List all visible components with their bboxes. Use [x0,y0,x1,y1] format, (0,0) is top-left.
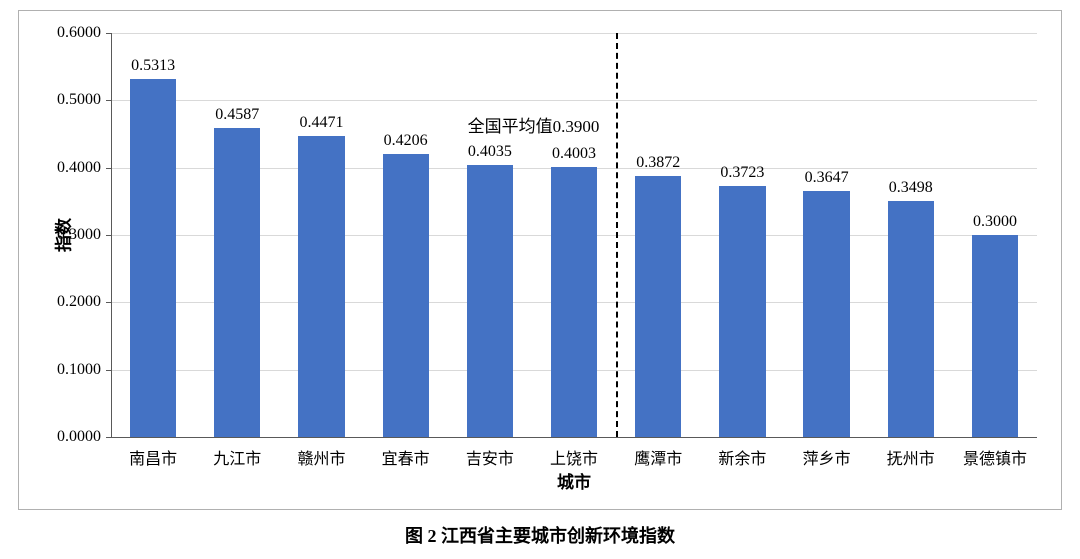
x-tick-label: 萍乡市 [803,445,851,469]
x-tick-label: 抚州市 [887,445,935,469]
y-tick [106,33,111,34]
bar: 0.4003 [551,167,597,437]
y-tick-label: 0.6000 [57,24,101,42]
y-tick [106,100,111,101]
bar-value-label: 0.4206 [384,132,428,150]
bar-value-label: 0.5313 [131,57,175,75]
gridline [111,437,1037,438]
y-tick [106,235,111,236]
bar-slot: 0.3872鹰潭市 [616,33,700,437]
bar: 0.3647 [803,191,849,437]
y-tick-label: 0.5000 [57,91,101,109]
bar-slot: 0.5313南昌市 [111,33,195,437]
bar: 0.4471 [298,136,344,437]
bar-slot: 0.3000景德镇市 [953,33,1037,437]
chart-border: 指数 0.5313南昌市0.4587九江市0.4471赣州市0.4206宜春市0… [18,10,1062,510]
reference-line [616,33,618,437]
y-tick-label: 0.1000 [57,361,101,379]
bar-slot: 0.3723新余市 [700,33,784,437]
bar-value-label: 0.4003 [552,145,596,163]
bar: 0.3498 [888,201,934,437]
bar: 0.4587 [214,128,260,437]
bar: 0.4206 [383,154,429,437]
bar-value-label: 0.3872 [636,154,680,172]
chart-wrapper: 指数 0.5313南昌市0.4587九江市0.4471赣州市0.4206宜春市0… [0,0,1080,559]
x-tick-label: 九江市 [213,445,261,469]
y-tick-label: 0.2000 [57,293,101,311]
bar-value-label: 0.3000 [973,213,1017,231]
y-tick [106,437,111,438]
bar-value-label: 0.4471 [299,114,343,132]
y-tick [106,168,111,169]
bar-slot: 0.3647萍乡市 [785,33,869,437]
y-tick-label: 0.4000 [57,159,101,177]
bar-value-label: 0.4587 [215,106,259,124]
x-tick-label: 南昌市 [129,445,177,469]
x-tick-label: 赣州市 [297,445,345,469]
bar-slot: 0.4471赣州市 [279,33,363,437]
y-tick-label: 0.0000 [57,428,101,446]
plot: 0.5313南昌市0.4587九江市0.4471赣州市0.4206宜春市0.40… [111,33,1037,437]
x-tick-label: 上饶市 [550,445,598,469]
bar-value-label: 0.3498 [889,179,933,197]
bar-value-label: 0.3723 [720,164,764,182]
x-tick-label: 景德镇市 [963,445,1027,469]
bar: 0.3723 [719,186,765,437]
bar-slot: 0.3498抚州市 [869,33,953,437]
x-tick-label: 鹰潭市 [634,445,682,469]
x-axis-title: 城市 [557,468,591,493]
x-tick-label: 吉安市 [466,445,514,469]
chart-caption: 图 2 江西省主要城市创新环境指数 [18,522,1062,548]
plot-area: 指数 0.5313南昌市0.4587九江市0.4471赣州市0.4206宜春市0… [111,33,1037,437]
bar: 0.5313 [130,79,176,437]
bar-slot: 0.4035吉安市 [448,33,532,437]
bar: 0.3872 [635,176,681,437]
bar-value-label: 0.4035 [468,143,512,161]
reference-line-label: 全国平均值0.3900 [468,112,600,137]
x-tick-label: 宜春市 [382,445,430,469]
bar: 0.3000 [972,235,1018,437]
bars-container: 0.5313南昌市0.4587九江市0.4471赣州市0.4206宜春市0.40… [111,33,1037,437]
y-tick-label: 0.3000 [57,226,101,244]
bar-value-label: 0.3647 [805,169,849,187]
y-tick [106,302,111,303]
y-tick [106,370,111,371]
bar-slot: 0.4587九江市 [195,33,279,437]
bar: 0.4035 [467,165,513,437]
bar-slot: 0.4003上饶市 [532,33,616,437]
bar-slot: 0.4206宜春市 [364,33,448,437]
x-tick-label: 新余市 [718,445,766,469]
